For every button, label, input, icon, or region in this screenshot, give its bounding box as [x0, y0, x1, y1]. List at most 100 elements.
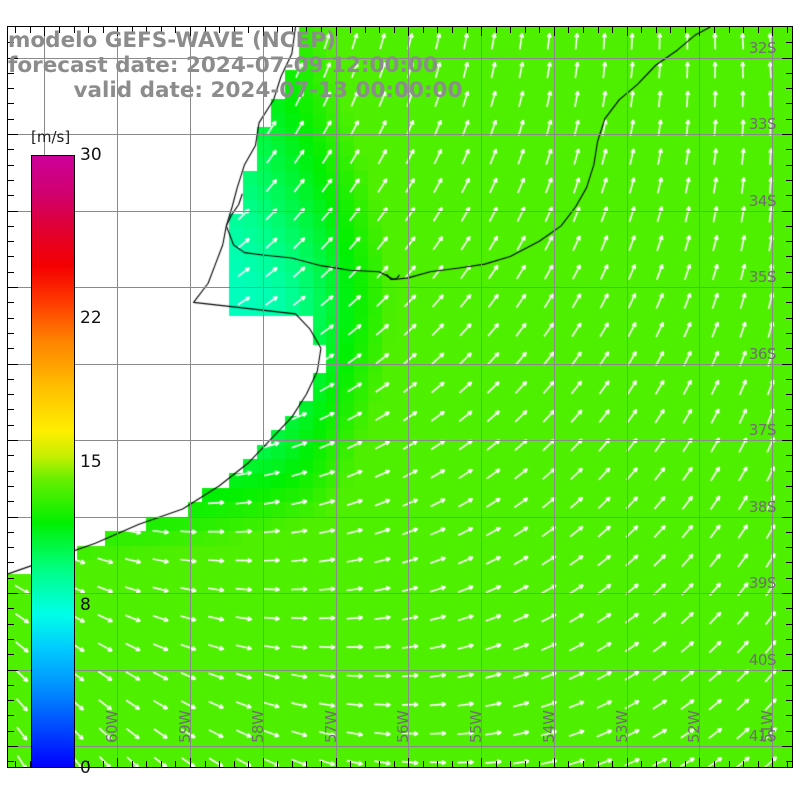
- lat-minor-tick: [786, 241, 792, 242]
- lon-minor-tick: [685, 761, 686, 767]
- lon-label: 54W: [540, 710, 558, 743]
- gridline-lat: [8, 287, 792, 288]
- colorbar-tick-label: 0: [80, 758, 91, 778]
- lon-minor-tick-top: [117, 27, 118, 33]
- gridline-lat: [8, 593, 792, 594]
- lon-minor-tick-top: [350, 27, 351, 33]
- lon-minor-tick-top: [59, 27, 60, 33]
- lat-label: 38S: [748, 498, 777, 516]
- gridline-lon: [336, 27, 337, 767]
- lat-minor-tick-left: [8, 654, 14, 655]
- lat-minor-tick-left: [8, 379, 14, 380]
- lon-label: 60W: [103, 710, 121, 743]
- lon-minor-tick-top: [365, 27, 366, 33]
- lon-minor-tick: [365, 761, 366, 767]
- gridline-lat: [8, 134, 792, 135]
- lon-minor-tick: [306, 761, 307, 767]
- lat-minor-tick-left: [8, 134, 14, 135]
- lon-minor-tick-top: [641, 27, 642, 33]
- lat-minor-tick: [786, 58, 792, 59]
- lon-minor-tick: [496, 761, 497, 767]
- lon-minor-tick: [103, 761, 104, 767]
- lon-label: 56W: [394, 710, 412, 743]
- lat-minor-tick: [786, 578, 792, 579]
- gridline-lon: [627, 27, 628, 767]
- lat-minor-tick: [786, 333, 792, 334]
- lat-minor-tick: [786, 302, 792, 303]
- lat-minor-tick-left: [8, 256, 14, 257]
- lon-minor-tick-top: [496, 27, 497, 33]
- lat-minor-tick-left: [8, 226, 14, 227]
- gridline-lon: [772, 27, 773, 767]
- lon-minor-tick: [612, 761, 613, 767]
- gridline-lat: [8, 670, 792, 671]
- lon-minor-tick-top: [336, 27, 337, 33]
- lat-minor-tick: [786, 685, 792, 686]
- lat-minor-tick: [786, 195, 792, 196]
- lat-minor-tick: [786, 486, 792, 487]
- lon-minor-tick: [175, 761, 176, 767]
- lat-minor-tick: [786, 103, 792, 104]
- lat-minor-tick-left: [8, 425, 14, 426]
- lat-label: 34S: [748, 192, 777, 210]
- lon-minor-tick: [670, 761, 671, 767]
- lon-minor-tick-top: [161, 27, 162, 33]
- lat-minor-tick: [786, 73, 792, 74]
- lat-minor-tick: [786, 226, 792, 227]
- colorbar-tick-label: 22: [80, 308, 102, 329]
- lat-minor-tick-left: [8, 58, 14, 59]
- lat-minor-tick-left: [8, 685, 14, 686]
- lat-minor-tick-left: [8, 42, 14, 43]
- lat-minor-tick: [786, 348, 792, 349]
- lon-minor-tick-top: [685, 27, 686, 33]
- lon-minor-tick: [132, 761, 133, 767]
- lon-label: 53W: [613, 710, 631, 743]
- lat-minor-tick-left: [8, 287, 14, 288]
- lon-minor-tick: [554, 761, 555, 767]
- lon-minor-tick: [452, 761, 453, 767]
- lon-minor-tick: [758, 761, 759, 767]
- lon-minor-tick-top: [263, 27, 264, 33]
- lon-minor-tick-top: [44, 27, 45, 33]
- gridline-lon: [699, 27, 700, 767]
- lat-minor-tick-left: [8, 731, 14, 732]
- lon-minor-tick-top: [146, 27, 147, 33]
- lon-minor-tick: [88, 761, 89, 767]
- lon-label: 52W: [685, 710, 703, 743]
- lon-minor-tick-top: [452, 27, 453, 33]
- lon-minor-tick: [408, 761, 409, 767]
- lat-minor-tick: [786, 654, 792, 655]
- lon-minor-tick-top: [539, 27, 540, 33]
- lat-label: 33S: [748, 115, 777, 133]
- lon-minor-tick: [772, 761, 773, 767]
- colorbar-tick-label: 8: [80, 594, 91, 615]
- lon-minor-tick: [161, 761, 162, 767]
- land-mask-coastline: [8, 27, 792, 767]
- plot-area: 61W60W59W58W57W56W55W54W53W52W51W32S33S3…: [7, 26, 793, 768]
- lon-minor-tick: [510, 761, 511, 767]
- lon-minor-tick: [743, 761, 744, 767]
- lat-label: 41S: [748, 727, 777, 745]
- lon-minor-tick: [30, 761, 31, 767]
- lat-minor-tick-left: [8, 241, 14, 242]
- lat-minor-tick: [786, 42, 792, 43]
- lon-minor-tick: [641, 761, 642, 767]
- lat-label: 37S: [748, 421, 777, 439]
- lon-minor-tick: [277, 761, 278, 767]
- lat-minor-tick: [786, 517, 792, 518]
- lon-minor-tick: [539, 761, 540, 767]
- lat-minor-tick-left: [8, 409, 14, 410]
- colorbar-tick-label: 15: [80, 451, 102, 472]
- lon-minor-tick-top: [670, 27, 671, 33]
- lon-minor-tick: [627, 761, 628, 767]
- lat-minor-tick-left: [8, 562, 14, 563]
- lon-minor-tick-top: [554, 27, 555, 33]
- lat-minor-tick: [786, 287, 792, 288]
- lat-minor-tick-left: [8, 578, 14, 579]
- lon-minor-tick-top: [103, 27, 104, 33]
- lat-minor-tick-left: [8, 700, 14, 701]
- lat-minor-tick: [786, 532, 792, 533]
- lat-minor-tick: [786, 394, 792, 395]
- lon-minor-tick: [714, 761, 715, 767]
